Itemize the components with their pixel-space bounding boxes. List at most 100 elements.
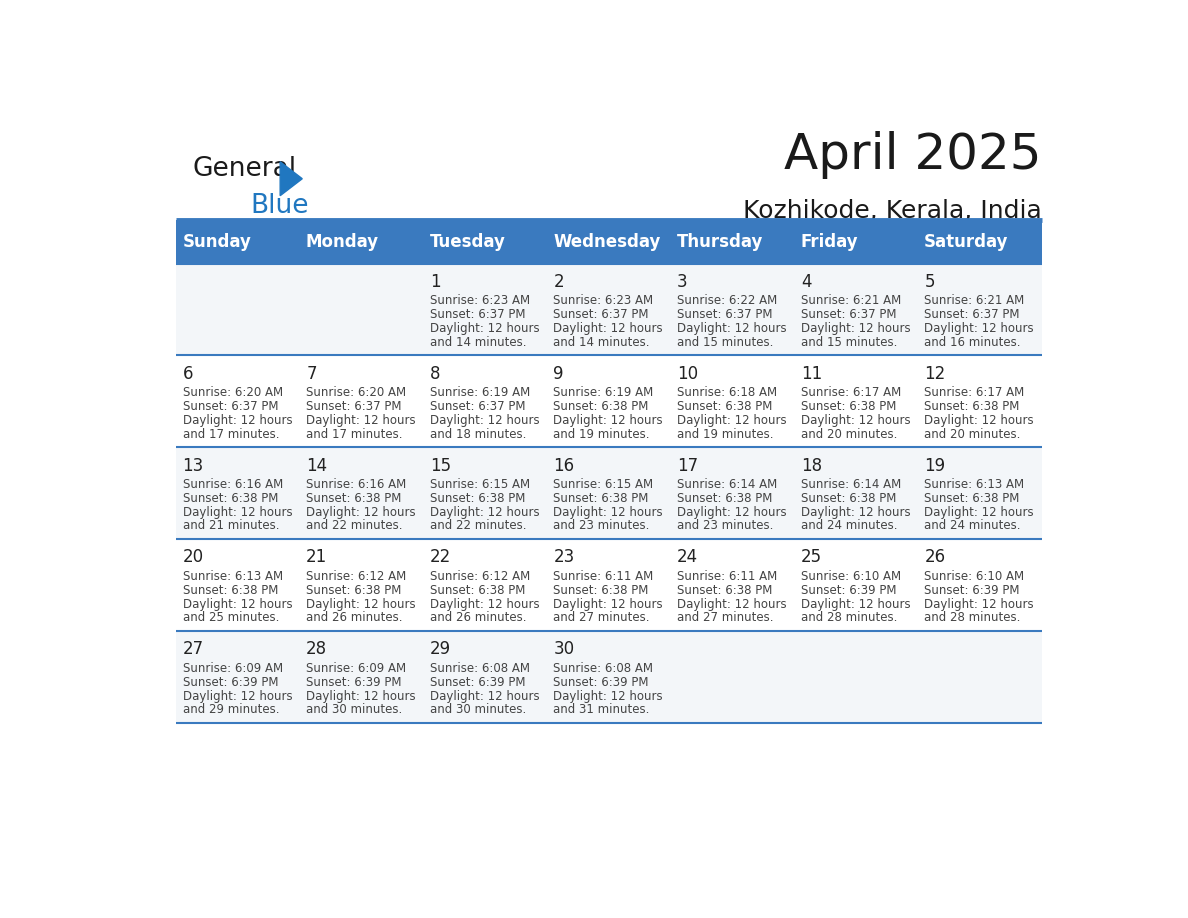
Text: Daylight: 12 hours: Daylight: 12 hours [430, 506, 539, 519]
Bar [176, 355, 1042, 447]
Text: Sunrise: 6:20 AM: Sunrise: 6:20 AM [307, 386, 406, 398]
Text: Daylight: 12 hours: Daylight: 12 hours [677, 506, 786, 519]
Text: Sunrise: 6:08 AM: Sunrise: 6:08 AM [554, 662, 653, 675]
Text: and 22 minutes.: and 22 minutes. [307, 520, 403, 532]
Text: and 30 minutes.: and 30 minutes. [430, 703, 526, 716]
Text: Sunrise: 6:18 AM: Sunrise: 6:18 AM [677, 386, 777, 398]
Text: 8: 8 [430, 364, 441, 383]
Text: Daylight: 12 hours: Daylight: 12 hours [801, 506, 910, 519]
Text: Daylight: 12 hours: Daylight: 12 hours [924, 598, 1034, 610]
Text: Sunset: 6:37 PM: Sunset: 6:37 PM [554, 308, 649, 321]
Text: Daylight: 12 hours: Daylight: 12 hours [183, 414, 292, 427]
Text: Sunset: 6:38 PM: Sunset: 6:38 PM [801, 400, 896, 413]
Text: and 28 minutes.: and 28 minutes. [801, 611, 897, 624]
Text: and 27 minutes.: and 27 minutes. [677, 611, 773, 624]
Text: Sunrise: 6:21 AM: Sunrise: 6:21 AM [924, 294, 1024, 307]
Text: 13: 13 [183, 456, 204, 475]
Text: 17: 17 [677, 456, 699, 475]
Text: 11: 11 [801, 364, 822, 383]
Text: Sunset: 6:38 PM: Sunset: 6:38 PM [307, 492, 402, 505]
Text: and 31 minutes.: and 31 minutes. [554, 703, 650, 716]
Text: Blue: Blue [251, 193, 309, 218]
Text: 27: 27 [183, 641, 203, 658]
Text: Sunrise: 6:10 AM: Sunrise: 6:10 AM [924, 569, 1024, 583]
Text: General: General [192, 156, 297, 182]
Text: Sunset: 6:38 PM: Sunset: 6:38 PM [554, 400, 649, 413]
Text: and 19 minutes.: and 19 minutes. [677, 428, 773, 441]
Text: Daylight: 12 hours: Daylight: 12 hours [554, 598, 663, 610]
Text: Daylight: 12 hours: Daylight: 12 hours [924, 414, 1034, 427]
Text: Sunday: Sunday [182, 232, 251, 251]
Text: and 23 minutes.: and 23 minutes. [677, 520, 773, 532]
Text: 26: 26 [924, 548, 946, 566]
Text: and 18 minutes.: and 18 minutes. [430, 428, 526, 441]
Text: and 25 minutes.: and 25 minutes. [183, 611, 279, 624]
Text: 9: 9 [554, 364, 564, 383]
Text: Daylight: 12 hours: Daylight: 12 hours [677, 598, 786, 610]
Text: Sunset: 6:39 PM: Sunset: 6:39 PM [430, 676, 525, 688]
Text: Sunset: 6:37 PM: Sunset: 6:37 PM [307, 400, 402, 413]
Text: April 2025: April 2025 [784, 131, 1042, 179]
Text: Daylight: 12 hours: Daylight: 12 hours [307, 414, 416, 427]
Text: 6: 6 [183, 364, 194, 383]
Text: and 27 minutes.: and 27 minutes. [554, 611, 650, 624]
Text: Sunset: 6:39 PM: Sunset: 6:39 PM [183, 676, 278, 688]
Text: Daylight: 12 hours: Daylight: 12 hours [307, 689, 416, 703]
Text: and 22 minutes.: and 22 minutes. [430, 520, 526, 532]
Text: Sunrise: 6:23 AM: Sunrise: 6:23 AM [554, 294, 653, 307]
Text: Daylight: 12 hours: Daylight: 12 hours [183, 598, 292, 610]
Text: and 14 minutes.: and 14 minutes. [430, 336, 526, 349]
Text: Daylight: 12 hours: Daylight: 12 hours [677, 414, 786, 427]
Text: Daylight: 12 hours: Daylight: 12 hours [183, 506, 292, 519]
Text: Tuesday: Tuesday [430, 232, 505, 251]
Text: Sunset: 6:37 PM: Sunset: 6:37 PM [183, 400, 278, 413]
Text: 23: 23 [554, 548, 575, 566]
Text: Sunset: 6:39 PM: Sunset: 6:39 PM [924, 584, 1019, 597]
Text: Daylight: 12 hours: Daylight: 12 hours [554, 414, 663, 427]
Text: and 17 minutes.: and 17 minutes. [307, 428, 403, 441]
Text: Sunset: 6:38 PM: Sunset: 6:38 PM [677, 584, 772, 597]
Text: and 26 minutes.: and 26 minutes. [307, 611, 403, 624]
Text: Daylight: 12 hours: Daylight: 12 hours [307, 506, 416, 519]
Text: Sunrise: 6:19 AM: Sunrise: 6:19 AM [430, 386, 530, 398]
Text: Sunrise: 6:14 AM: Sunrise: 6:14 AM [801, 477, 901, 491]
Text: Sunrise: 6:21 AM: Sunrise: 6:21 AM [801, 294, 901, 307]
Text: Sunrise: 6:13 AM: Sunrise: 6:13 AM [924, 477, 1024, 491]
Text: Sunset: 6:37 PM: Sunset: 6:37 PM [677, 308, 772, 321]
Text: Sunset: 6:38 PM: Sunset: 6:38 PM [430, 492, 525, 505]
Text: Sunrise: 6:16 AM: Sunrise: 6:16 AM [307, 477, 406, 491]
Text: Sunset: 6:37 PM: Sunset: 6:37 PM [430, 400, 525, 413]
Text: and 30 minutes.: and 30 minutes. [307, 703, 403, 716]
Text: and 15 minutes.: and 15 minutes. [801, 336, 897, 349]
Text: Sunset: 6:37 PM: Sunset: 6:37 PM [801, 308, 896, 321]
Text: Sunrise: 6:19 AM: Sunrise: 6:19 AM [554, 386, 653, 398]
Text: and 26 minutes.: and 26 minutes. [430, 611, 526, 624]
Bar [176, 447, 1042, 539]
Text: Sunset: 6:37 PM: Sunset: 6:37 PM [924, 308, 1019, 321]
Text: Sunset: 6:38 PM: Sunset: 6:38 PM [183, 584, 278, 597]
Text: 7: 7 [307, 364, 317, 383]
Text: Daylight: 12 hours: Daylight: 12 hours [801, 414, 910, 427]
Text: 5: 5 [924, 273, 935, 291]
Text: Sunrise: 6:15 AM: Sunrise: 6:15 AM [554, 477, 653, 491]
Text: Sunset: 6:38 PM: Sunset: 6:38 PM [430, 584, 525, 597]
Text: Sunrise: 6:20 AM: Sunrise: 6:20 AM [183, 386, 283, 398]
Text: and 24 minutes.: and 24 minutes. [801, 520, 897, 532]
Text: Sunset: 6:38 PM: Sunset: 6:38 PM [677, 492, 772, 505]
Text: 15: 15 [430, 456, 451, 475]
Text: Sunrise: 6:22 AM: Sunrise: 6:22 AM [677, 294, 777, 307]
Text: and 17 minutes.: and 17 minutes. [183, 428, 279, 441]
Text: Sunset: 6:38 PM: Sunset: 6:38 PM [924, 400, 1019, 413]
Text: Daylight: 12 hours: Daylight: 12 hours [183, 689, 292, 703]
Text: and 14 minutes.: and 14 minutes. [554, 336, 650, 349]
Text: 12: 12 [924, 364, 946, 383]
Text: Sunrise: 6:09 AM: Sunrise: 6:09 AM [183, 662, 283, 675]
Text: Wednesday: Wednesday [554, 232, 661, 251]
Text: Sunrise: 6:14 AM: Sunrise: 6:14 AM [677, 477, 777, 491]
Text: and 24 minutes.: and 24 minutes. [924, 520, 1020, 532]
Text: Sunset: 6:38 PM: Sunset: 6:38 PM [554, 492, 649, 505]
Text: Daylight: 12 hours: Daylight: 12 hours [430, 322, 539, 335]
Text: Sunrise: 6:12 AM: Sunrise: 6:12 AM [430, 569, 530, 583]
Text: 30: 30 [554, 641, 575, 658]
Text: Sunset: 6:38 PM: Sunset: 6:38 PM [801, 492, 896, 505]
